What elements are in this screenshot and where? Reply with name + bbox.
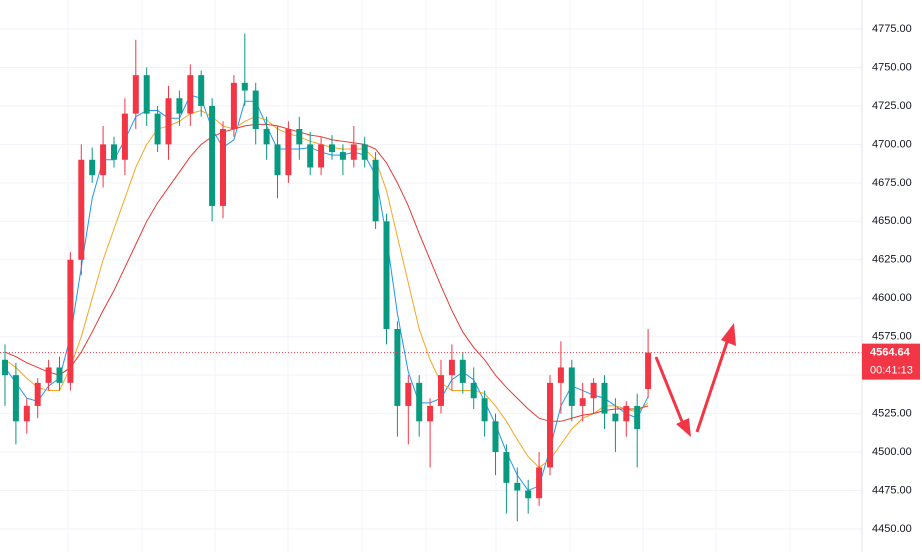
candle-body <box>165 98 172 145</box>
candle-body <box>154 113 161 145</box>
candle-body <box>132 75 139 114</box>
y-tick-label: 4750.00 <box>872 61 912 73</box>
candle-body <box>111 144 117 160</box>
candle-body <box>241 82 248 91</box>
candle-body <box>187 75 194 114</box>
candle-body <box>579 398 586 406</box>
candle-body <box>438 375 444 406</box>
vertical-grid <box>67 0 791 552</box>
candle-body <box>372 159 379 222</box>
candle-body <box>514 482 521 491</box>
candle-body <box>481 398 488 422</box>
candle-body <box>45 367 52 383</box>
candle-body <box>383 221 390 329</box>
countdown-label: 00:41:13 <box>870 365 913 377</box>
candle-body <box>2 359 8 376</box>
candle-body <box>470 382 477 399</box>
candle-body <box>89 159 96 176</box>
candle-body <box>209 105 216 206</box>
candle-body <box>78 159 85 260</box>
y-tick-label: 4450.00 <box>872 523 912 535</box>
candle-body <box>525 490 532 499</box>
y-tick-label: 4700.00 <box>872 138 912 150</box>
candle-body <box>557 367 564 383</box>
candle-body <box>459 359 466 383</box>
last-price-label: 4564.64 <box>870 347 911 359</box>
y-tick-label: 4500.00 <box>872 446 912 458</box>
price-axis <box>862 0 922 552</box>
y-tick-label: 4525.00 <box>872 408 912 420</box>
candle-body <box>634 405 641 429</box>
y-tick-label: 4625.00 <box>872 254 912 266</box>
annotation-arrows <box>654 323 736 437</box>
candle-body <box>252 90 259 129</box>
last-price-box <box>862 343 920 380</box>
moving-average-line <box>4 110 649 469</box>
candle-body <box>427 405 434 422</box>
candle-body <box>623 405 630 422</box>
candle-body <box>318 144 325 168</box>
y-tick-label: 4600.00 <box>872 292 912 304</box>
candle-body <box>405 382 412 406</box>
candle-body <box>230 82 237 129</box>
y-tick-label: 4650.00 <box>872 215 912 227</box>
candle-body <box>568 367 575 406</box>
candle-body <box>143 75 150 114</box>
candle-body <box>220 129 226 206</box>
candle-body <box>601 382 608 414</box>
candle-body <box>339 152 346 160</box>
candle-body <box>645 352 652 389</box>
candle-body <box>307 144 314 168</box>
candle-body <box>56 367 63 383</box>
y-tick-label: 4475.00 <box>872 484 912 496</box>
candle-body <box>350 144 357 160</box>
moving-average-line <box>4 123 649 422</box>
candle-body <box>198 75 205 106</box>
candle-body <box>176 98 183 114</box>
candle-body <box>296 129 303 145</box>
candle-body <box>23 405 30 422</box>
candle-body <box>100 144 107 176</box>
candle-body <box>448 359 455 376</box>
candle-body <box>34 382 41 406</box>
y-tick-label: 4575.00 <box>872 331 912 343</box>
candle-body <box>536 467 543 499</box>
candle-body <box>12 375 19 422</box>
y-tick-label: 4675.00 <box>872 177 912 189</box>
candle-body <box>285 129 292 176</box>
candle-body <box>394 329 401 406</box>
candle-body <box>67 259 74 383</box>
candle-body <box>503 452 510 483</box>
candle-body <box>263 129 270 145</box>
candle-body <box>361 144 368 160</box>
candle-body <box>612 413 619 422</box>
candle-body <box>590 382 597 399</box>
candle-body <box>416 382 423 422</box>
candle-body <box>274 144 281 176</box>
y-tick-label: 4775.00 <box>872 23 912 35</box>
y-tick-label: 4725.00 <box>872 100 912 112</box>
candle-body <box>329 144 335 153</box>
candle-body <box>121 113 128 160</box>
candle-body <box>547 382 553 468</box>
candle-body <box>492 421 499 453</box>
